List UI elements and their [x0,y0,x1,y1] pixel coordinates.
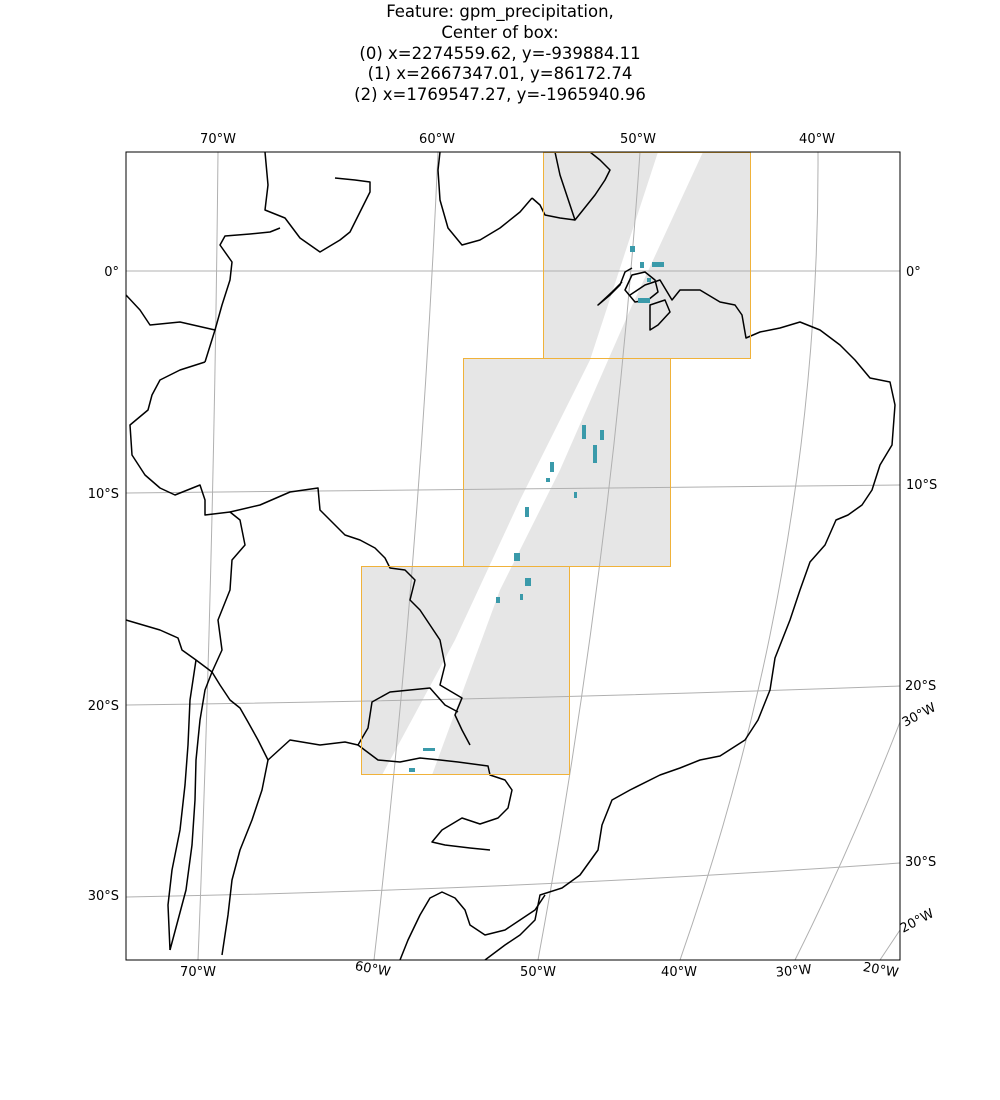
top-tick-40w: 40°W [799,132,835,147]
title-line-4: (1) x=2667347.01, y=86172.74 [367,64,633,84]
border-andes [169,671,213,951]
precip-pixel [550,462,554,472]
border-bolivia-paraguay [211,671,459,761]
meridian-60w [373,152,439,960]
parallel-20s [126,685,900,706]
right-tick-0: 0° [906,265,921,280]
title-line-2: Center of box: [441,22,559,42]
marajo-island [624,271,659,303]
border-chile-argentina [167,659,197,951]
meridian-70w [197,152,219,960]
left-tick-0: 0° [104,265,119,280]
map-axes [126,152,900,960]
box-2-outline [361,566,570,775]
precip-pixel [638,298,650,303]
bottom-tick-70w: 70°W [180,965,216,980]
box-1-fill [463,358,670,566]
bottom-tick-30w: 30°W [775,962,812,980]
left-tick-labels: 0° 10°S 20°S 30°S [88,265,119,904]
bottom-tick-50w: 50°W [520,965,556,980]
precip-pixel [496,597,500,603]
right-tick-30s: 30°S [905,855,936,870]
left-tick-30s: 30°S [88,889,119,904]
meridian-30w [794,721,900,960]
top-tick-50w: 50°W [620,132,656,147]
precip-pixel [582,425,586,439]
parallel-30s [126,862,900,898]
precip-pixel [525,578,531,586]
bottom-tick-40w: 40°W [661,965,697,980]
top-tick-70w: 70°W [200,132,236,147]
right-tick-10s: 10°S [906,478,937,493]
precip-pixel [630,246,635,252]
bottom-tick-20w: 20°W [862,960,900,981]
border-uruguay [399,891,546,960]
precip-pixel [600,430,604,440]
coastlines [126,152,896,960]
precip-pixel [574,492,577,498]
meridian-20w [879,929,900,960]
border-paraguay-argentina [357,744,513,851]
delta-island [649,299,671,331]
bottom-tick-60w: 60°W [354,959,392,980]
bottom-tick-labels: 70°W 60°W 50°W 40°W 30°W 20°W [180,959,900,981]
precip-pixel [409,768,415,772]
precip-pixel [423,748,435,751]
axes-frame [125,151,901,961]
border-argentina-north [221,759,269,956]
precip-pixel [640,262,644,268]
border-brazil-bolivia [229,487,471,746]
precip-pixel [652,262,664,267]
border-nw [214,227,281,331]
graticule [126,152,900,960]
precip-pixel [546,478,550,482]
atlantic-coastline [126,152,896,960]
title-line-1: Feature: gpm_precipitation, [386,2,614,21]
border-peru-bolivia [126,361,246,673]
sample-boxes-fill [361,152,750,774]
right-tick-20s: 20°S [905,679,936,694]
title-line-5: (2) x=1769547.27, y=-1965940.96 [354,85,646,105]
right-tick-20w: 20°W [898,906,937,936]
precip-pixel [520,594,523,600]
right-tick-labels: 0° 10°S 20°S 30°W 30°S 20°W [898,265,939,937]
top-tick-60w: 60°W [419,132,455,147]
border-guianas [531,197,576,221]
precip-pixel [514,553,520,561]
right-tick-30w: 30°W [900,700,939,730]
title-line-3: (0) x=2274559.62, y=-939884.11 [359,43,641,63]
top-tick-labels: 70°W 60°W 50°W 40°W [200,132,835,147]
precipitation-pixels [409,246,664,772]
left-tick-10s: 10°S [88,487,119,502]
satellite-swath [382,152,703,775]
left-tick-20s: 20°S [88,699,119,714]
precip-pixel [593,445,597,463]
precip-pixel [647,278,651,282]
meridian-40w [679,152,819,960]
figure-title: Feature: gpm_precipitation, Center of bo… [0,2,1000,106]
precip-pixel [525,507,529,517]
